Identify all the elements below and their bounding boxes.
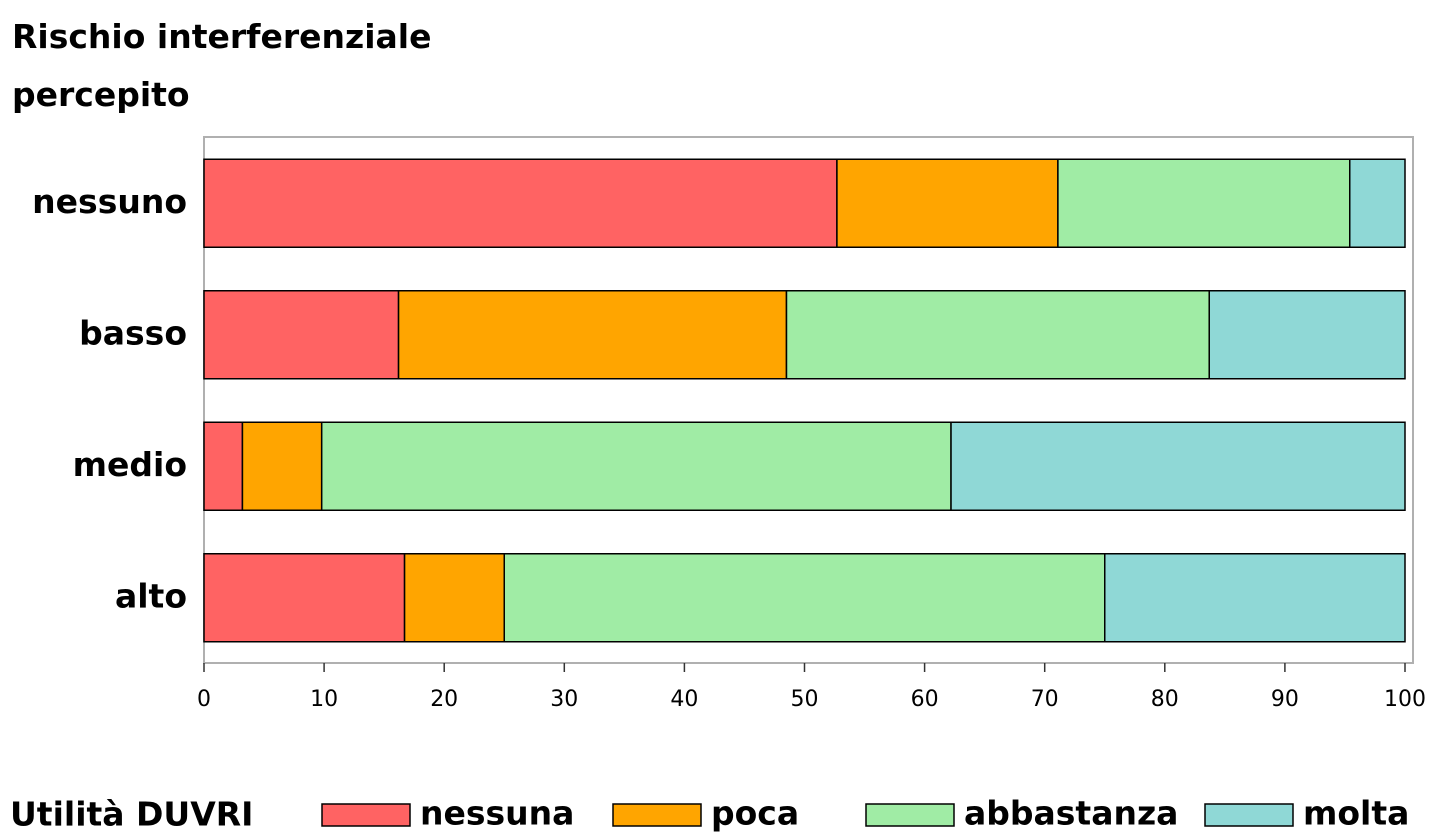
- legend-label: molta: [1303, 794, 1409, 833]
- plot-frame: [203, 136, 1414, 664]
- bar-segment: [203, 553, 406, 643]
- bar-segment: [836, 158, 1059, 248]
- bar-segment: [320, 421, 952, 511]
- x-tick-label: 0: [197, 687, 211, 712]
- bar-segment: [1349, 158, 1406, 248]
- x-tick-label: 50: [791, 687, 819, 712]
- bar-segment: [397, 290, 788, 380]
- bar-segment: [1104, 553, 1406, 643]
- x-tick-label: 30: [550, 687, 578, 712]
- x-tick-label: 100: [1384, 687, 1426, 712]
- legend-swatch: [1204, 803, 1294, 827]
- x-tick-label: 70: [1031, 687, 1059, 712]
- x-tick-label: 20: [430, 687, 458, 712]
- legend-swatch: [612, 803, 702, 827]
- bar-segment: [203, 158, 838, 248]
- y-tick-label: basso: [79, 313, 187, 352]
- bar-segment: [203, 290, 400, 380]
- legend-swatch: [865, 803, 955, 827]
- bar-segment: [403, 553, 505, 643]
- x-tick-label: 40: [670, 687, 698, 712]
- y-tick-label: medio: [73, 445, 187, 484]
- bar-segment: [1208, 290, 1406, 380]
- bar-segment: [950, 421, 1406, 511]
- bar-segment: [1057, 158, 1351, 248]
- legend-title: Utilità DUVRI: [10, 795, 253, 834]
- bar-segment: [203, 421, 244, 511]
- x-tick-label: 80: [1151, 687, 1179, 712]
- x-tick-label: 60: [911, 687, 939, 712]
- y-axis-title: Rischio interferenziale percepito: [12, 17, 432, 114]
- legend-label: nessuna: [420, 794, 574, 833]
- y-tick-label: alto: [115, 576, 187, 615]
- bar-segment: [241, 421, 323, 511]
- legend-swatch: [321, 803, 411, 827]
- y-tick-label: nessuno: [32, 182, 187, 221]
- bar-segment: [785, 290, 1210, 380]
- legend-label: poca: [711, 794, 799, 833]
- legend-label: abbastanza: [964, 794, 1178, 833]
- x-tick-label: 90: [1271, 687, 1299, 712]
- x-tick-label: 10: [310, 687, 338, 712]
- bar-segment: [503, 553, 1106, 643]
